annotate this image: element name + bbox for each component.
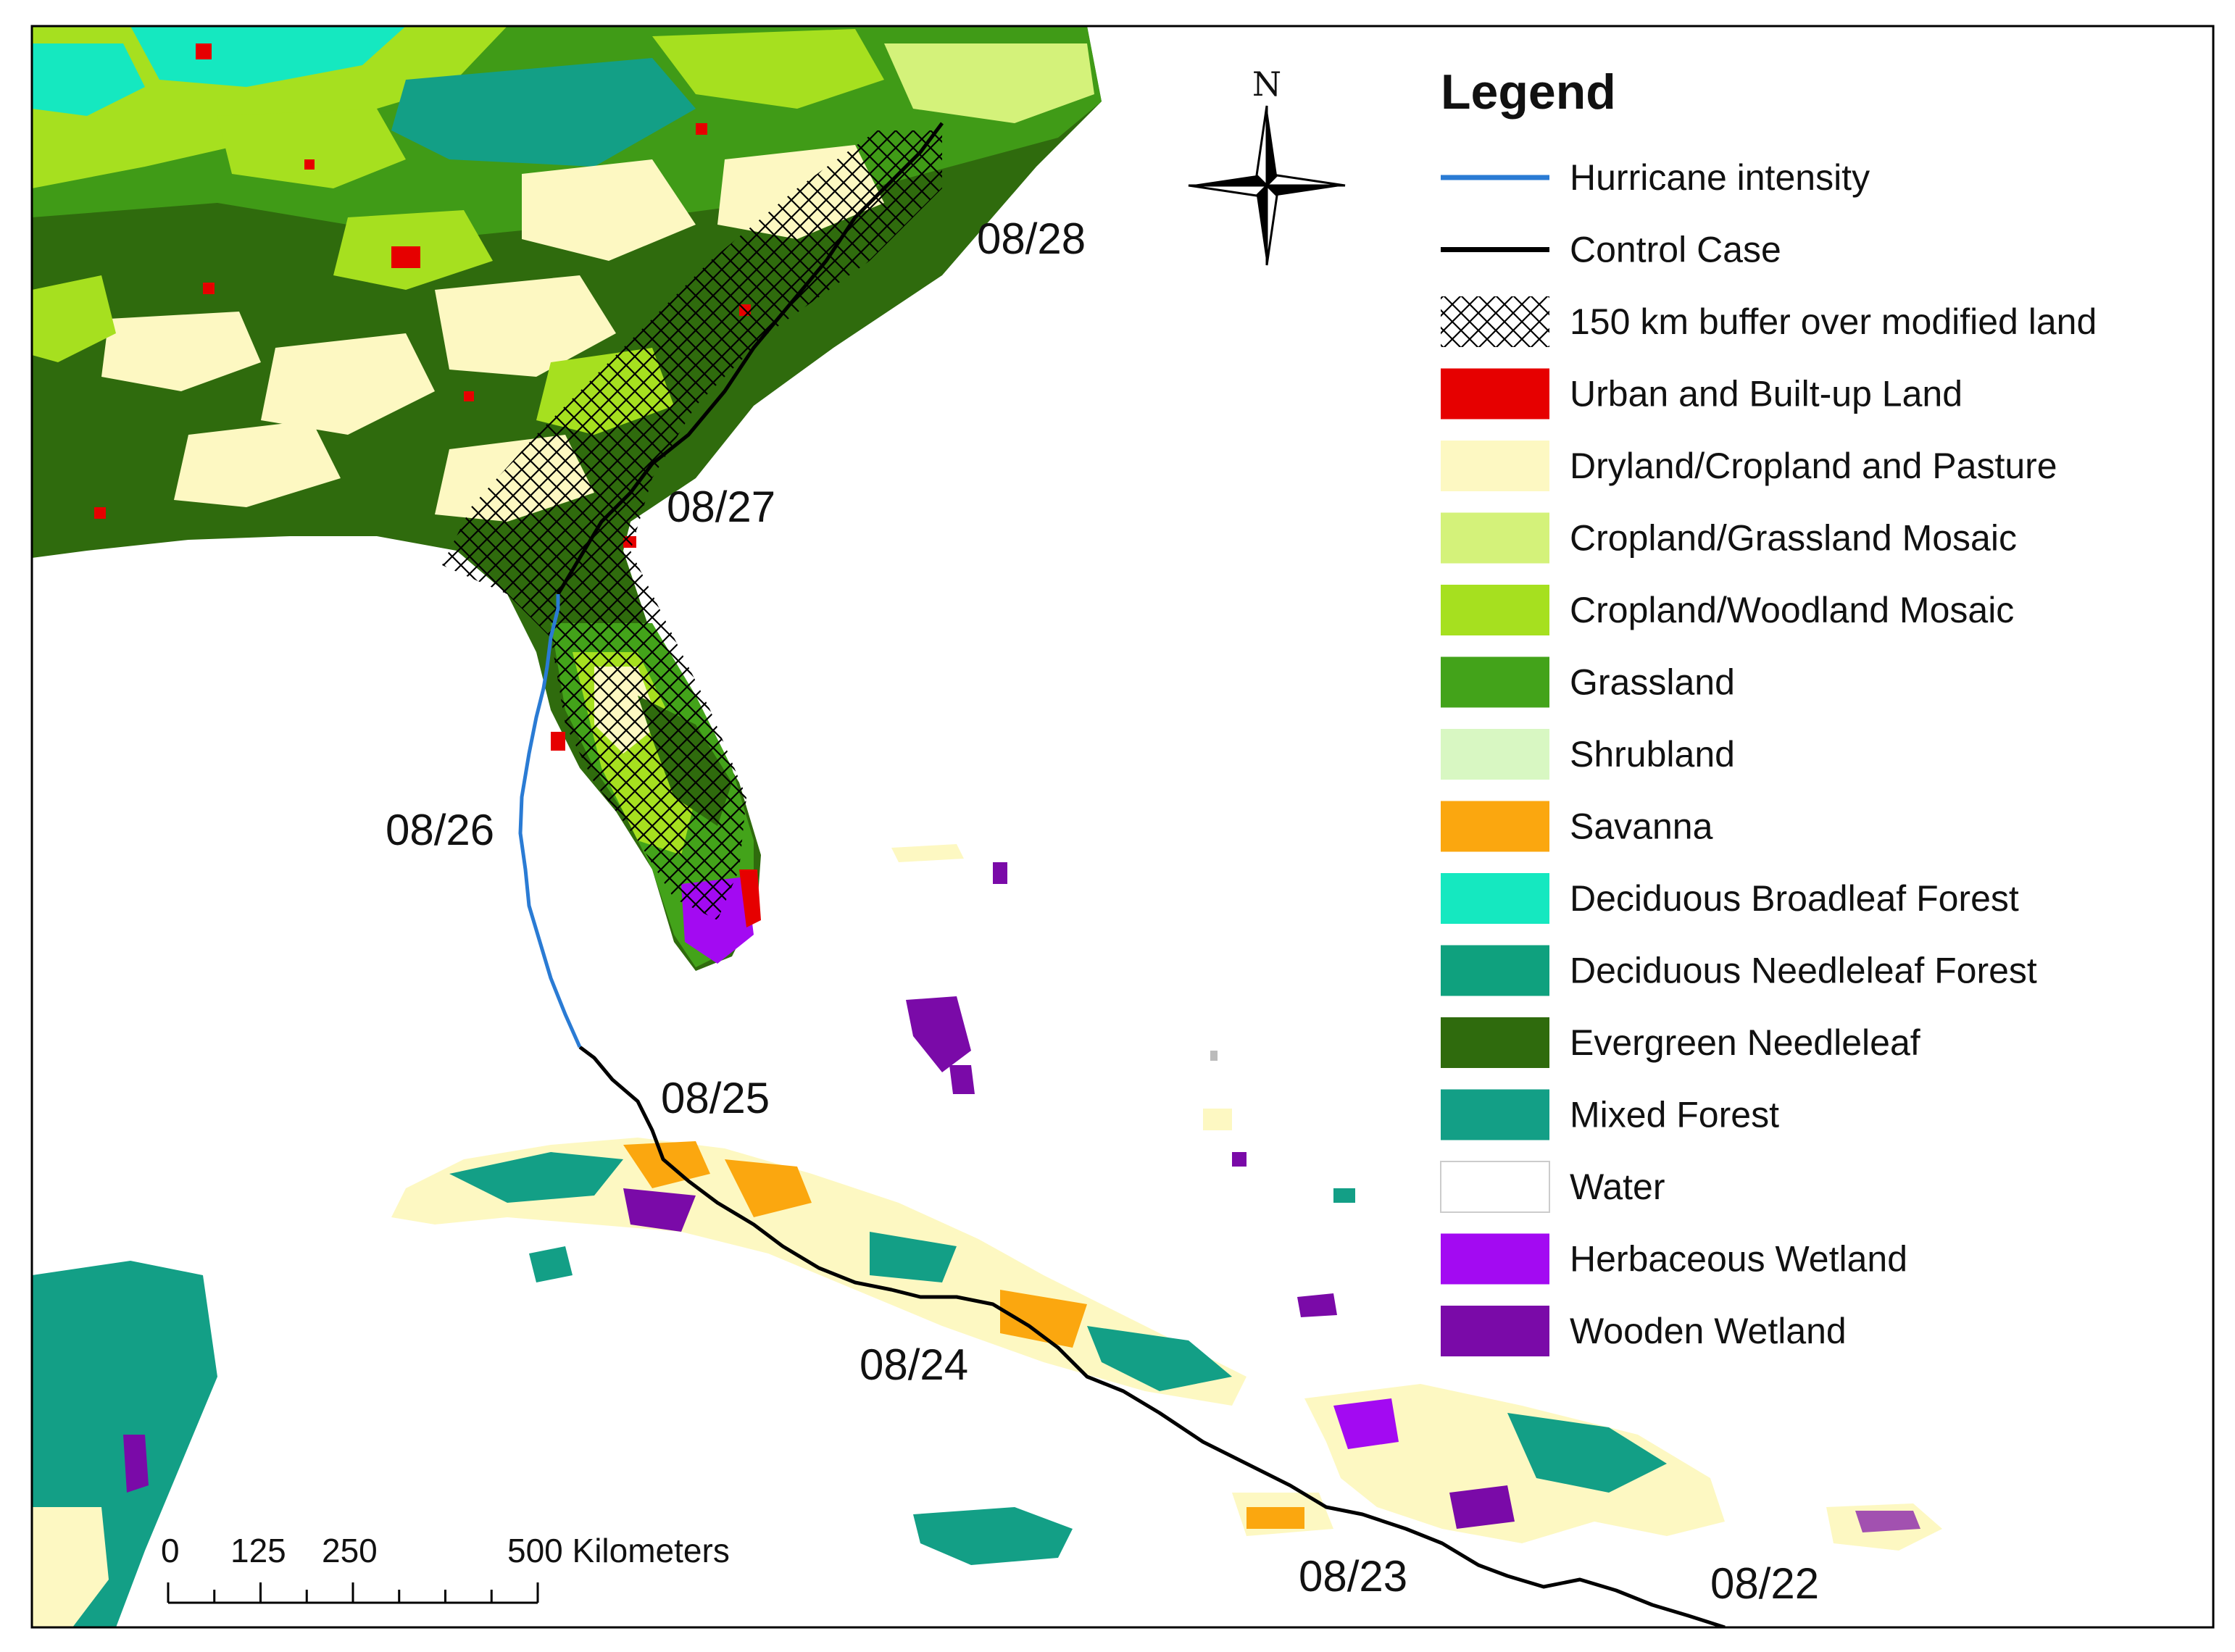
legend-label-crop_wood: Cropland/Woodland Mosaic (1570, 590, 2014, 630)
legend-item-urban: Urban and Built-up Land (1441, 368, 1963, 420)
scale-tick-250: 250 (322, 1532, 378, 1569)
legend-label-decid_broad: Deciduous Broadleaf Forest (1570, 878, 2019, 919)
legend-swatch-decid_broad (1441, 873, 1549, 924)
hurricane-intensity-track (518, 594, 582, 1048)
scale-tick-0: 0 (161, 1532, 180, 1569)
legend-label-buffer: 150 km buffer over modified land (1570, 301, 2097, 342)
legend-item-hurricane: Hurricane intensity (1441, 157, 1870, 198)
yucatan-land (32, 1261, 217, 1627)
legend-swatch-wooden_wetland (1441, 1306, 1549, 1356)
legend-item-decid_needle: Deciduous Needleleaf Forest (1441, 945, 2037, 996)
legend-swatch-crop_wood (1441, 585, 1549, 635)
compass-rose-icon (1188, 105, 1346, 266)
legend-label-evergreen: Evergreen Needleleaf (1570, 1022, 1920, 1063)
legend-label-decid_needle: Deciduous Needleleaf Forest (1570, 951, 2037, 991)
legend-item-crop_wood: Cropland/Woodland Mosaic (1441, 585, 2014, 635)
legend-label-crop_grass: Cropland/Grassland Mosaic (1570, 518, 2017, 559)
legend-title: Legend (1441, 64, 1616, 120)
legend-item-buffer: 150 km buffer over modified land (1441, 296, 2097, 347)
legend-swatch-evergreen (1441, 1017, 1549, 1068)
legend-item-savanna: Savanna (1441, 801, 1713, 852)
legend-label-wooden_wetland: Wooden Wetland (1570, 1311, 1847, 1351)
legend-swatch-dryland (1441, 441, 1549, 491)
legend-swatch-crop_grass (1441, 512, 1549, 564)
legend-item-evergreen: Evergreen Needleleaf (1441, 1017, 1920, 1068)
legend-label-control: Control Case (1570, 230, 1781, 270)
map-frame (30, 25, 2215, 1629)
control-case-track (578, 1046, 1726, 1627)
north-arrow: N (1188, 64, 1346, 266)
legend-item-decid_broad: Deciduous Broadleaf Forest (1441, 873, 2019, 924)
legend-label-mixed: Mixed Forest (1570, 1095, 1779, 1135)
legend-label-savanna: Savanna (1570, 806, 1713, 847)
buffer-hatch-area (442, 130, 942, 920)
legend-label-urban: Urban and Built-up Land (1570, 374, 1963, 414)
legend-swatch-mixed (1441, 1089, 1549, 1140)
legend-label-grassland: Grassland (1570, 662, 1735, 703)
legend-swatch-buffer (1441, 296, 1549, 347)
legend: Legend Hurricane intensity Control Case 15… (1440, 64, 2097, 1356)
scale-tick-500: 500 Kilometers (507, 1532, 730, 1569)
date-label-0825: 08/25 (661, 1074, 770, 1122)
legend-swatch-water (1440, 1161, 1550, 1213)
legend-item-wooden_wetland: Wooden Wetland (1441, 1306, 1847, 1356)
date-label-0822: 08/22 (1710, 1559, 1819, 1608)
legend-label-herb_wetland: Herbaceous Wetland (1570, 1239, 1907, 1280)
north-label: N (1252, 64, 1281, 104)
date-label-0823: 08/23 (1299, 1552, 1407, 1601)
legend-label-water: Water (1570, 1167, 1665, 1207)
legend-label-shrubland: Shrubland (1570, 734, 1735, 775)
date-label-0824: 08/24 (860, 1340, 968, 1389)
date-label-0826: 08/26 (386, 806, 494, 854)
legend-swatch-herb_wetland (1441, 1233, 1549, 1285)
scale-bar: 0 125 250 500 Kilometers (161, 1532, 730, 1604)
date-label-0827: 08/27 (667, 483, 775, 531)
legend-item-water: Water (1440, 1161, 1665, 1213)
scale-tick-125: 125 (230, 1532, 286, 1569)
legend-panel (1420, 51, 2189, 1377)
legend-item-control: Control Case (1441, 230, 1781, 270)
legend-swatch-urban (1441, 368, 1549, 420)
legend-item-shrubland: Shrubland (1441, 729, 1735, 780)
cuba-land (391, 1138, 1246, 1406)
legend-item-herb_wetland: Herbaceous Wetland (1441, 1233, 1907, 1285)
hispaniola-land (1232, 1384, 1725, 1543)
date-label-0828: 08/28 (977, 214, 1086, 263)
legend-swatch-grassland (1441, 656, 1549, 708)
legend-item-mixed: Mixed Forest (1441, 1089, 1779, 1140)
legend-label-dryland: Dryland/Cropland and Pasture (1570, 446, 2057, 486)
legend-swatch-decid_needle (1441, 945, 1549, 996)
legend-item-dryland: Dryland/Cropland and Pasture (1441, 441, 2057, 491)
legend-swatch-shrubland (1441, 729, 1549, 780)
legend-swatch-savanna (1441, 801, 1549, 852)
bahamas-land (891, 844, 1355, 1317)
control-case-track-north (556, 122, 944, 596)
legend-item-crop_grass: Cropland/Grassland Mosaic (1441, 512, 2017, 564)
legend-item-grassland: Grassland (1441, 656, 1735, 708)
jamaica-land (913, 1507, 1073, 1565)
legend-label-hurricane: Hurricane intensity (1570, 157, 1870, 198)
